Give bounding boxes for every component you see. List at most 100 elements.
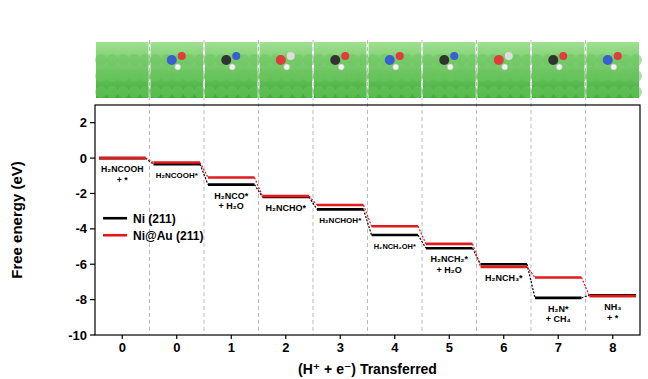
surface-atom <box>128 86 140 98</box>
surface-atom <box>477 54 489 66</box>
adsorbate-atom <box>614 52 622 60</box>
surface-atom <box>324 86 336 98</box>
x-tick <box>340 335 341 339</box>
step-label: H₂NCH₂OH* <box>374 242 416 251</box>
surface-atom <box>630 70 642 82</box>
surface-atom <box>259 70 271 82</box>
y-tick-label: 0 <box>80 151 87 166</box>
y-tick <box>90 193 95 194</box>
energy-level <box>535 276 582 279</box>
x-tick-label: 2 <box>282 340 289 355</box>
energy-level <box>263 195 310 198</box>
y-tick-label: -2 <box>75 186 87 201</box>
surface-atom <box>499 86 511 98</box>
legend-swatch <box>103 217 127 220</box>
surface-atom <box>368 54 380 66</box>
y-tick-label: -8 <box>75 292 87 307</box>
surface-atom <box>281 86 293 98</box>
surface-atom <box>270 70 282 82</box>
step-label: H₂NCHOH* <box>319 216 362 225</box>
x-tick-label: 6 <box>500 340 507 355</box>
surface-atom <box>531 70 543 82</box>
x-tick-label: 5 <box>446 340 453 355</box>
surface-atom <box>542 86 554 98</box>
surface-atom <box>270 86 282 98</box>
x-tick <box>285 335 286 339</box>
adsorbate-atom <box>229 64 235 70</box>
step-label-line: H₂NCOOH <box>101 164 143 174</box>
connector <box>309 197 317 209</box>
energy-level <box>372 234 419 237</box>
y-axis-title: Free energy (eV) <box>8 161 25 279</box>
surface-atom <box>226 70 238 82</box>
energy-level <box>263 196 310 199</box>
step-label-line: H₂NCOOH* <box>156 171 199 180</box>
surface-atom <box>259 54 271 66</box>
surface-atom <box>564 70 576 82</box>
connector <box>255 178 263 197</box>
surface-atom <box>619 70 631 82</box>
surface-atom <box>117 86 129 98</box>
surface-atom <box>630 54 642 66</box>
step-label-line: H₂NCH₂OH* <box>374 242 416 251</box>
surface-atom <box>422 70 434 82</box>
step-label: H₂NCH₃* <box>485 273 523 283</box>
energy-level <box>481 266 528 269</box>
step-label-line: + * <box>607 313 619 323</box>
adsorbate-atom <box>276 55 286 65</box>
x-tick-label: 0 <box>173 340 180 355</box>
connector <box>255 185 263 197</box>
step-label-line: + H₂O <box>219 201 244 211</box>
energy-level <box>208 183 255 186</box>
surface-atom <box>117 70 129 82</box>
adsorbate-atom <box>393 64 399 70</box>
surface-atom <box>95 70 107 82</box>
adsorbate-atom <box>178 52 186 60</box>
surface-atom <box>422 54 434 66</box>
surface-atom <box>204 54 216 66</box>
surface-atom <box>542 70 554 82</box>
separator <box>531 40 532 335</box>
connector <box>527 267 535 278</box>
separator <box>313 40 314 335</box>
adsorbate-atom <box>559 52 567 60</box>
y-tick <box>90 264 95 265</box>
surface-atom <box>172 70 184 82</box>
surface-atom <box>422 86 434 98</box>
surface-atom <box>335 86 347 98</box>
energy-level <box>317 208 364 211</box>
legend-label: Ni@Au (211) <box>133 229 203 243</box>
adsorbate-atom <box>439 55 449 65</box>
adsorbate-atom <box>330 55 340 65</box>
separator <box>367 40 368 335</box>
surface-atom <box>477 86 489 98</box>
connector <box>146 158 154 164</box>
energy-level <box>208 176 255 179</box>
surface-atom <box>564 86 576 98</box>
step-label: H₂NCOOH+ * <box>101 164 143 185</box>
step-label-line: NH₃ <box>604 302 621 312</box>
step-label: H₂NCOOH* <box>156 171 199 180</box>
x-tick <box>231 335 232 339</box>
surface-atom <box>499 70 511 82</box>
surface-atom <box>313 70 325 82</box>
step-label-line: H₂NCHO* <box>266 203 307 213</box>
separator <box>585 40 586 335</box>
surface-atom <box>444 86 456 98</box>
surface-atom <box>128 54 140 66</box>
connector <box>309 196 317 205</box>
energy-level <box>154 163 201 166</box>
separator <box>476 40 477 335</box>
surface-atom <box>106 70 118 82</box>
separator <box>149 40 150 335</box>
adsorbate-atom <box>396 52 404 60</box>
x-tick-label: 8 <box>609 340 616 355</box>
adsorbate-atom <box>175 64 181 70</box>
step-label-line: H₂NCH₂* <box>431 254 469 264</box>
surface-atom <box>586 54 598 66</box>
adsorbate-atom <box>341 52 349 60</box>
surface-atom <box>237 86 249 98</box>
step-label-line: H₂N* <box>548 304 569 314</box>
surface-atom <box>259 86 271 98</box>
adsorbate-atom <box>502 64 508 70</box>
